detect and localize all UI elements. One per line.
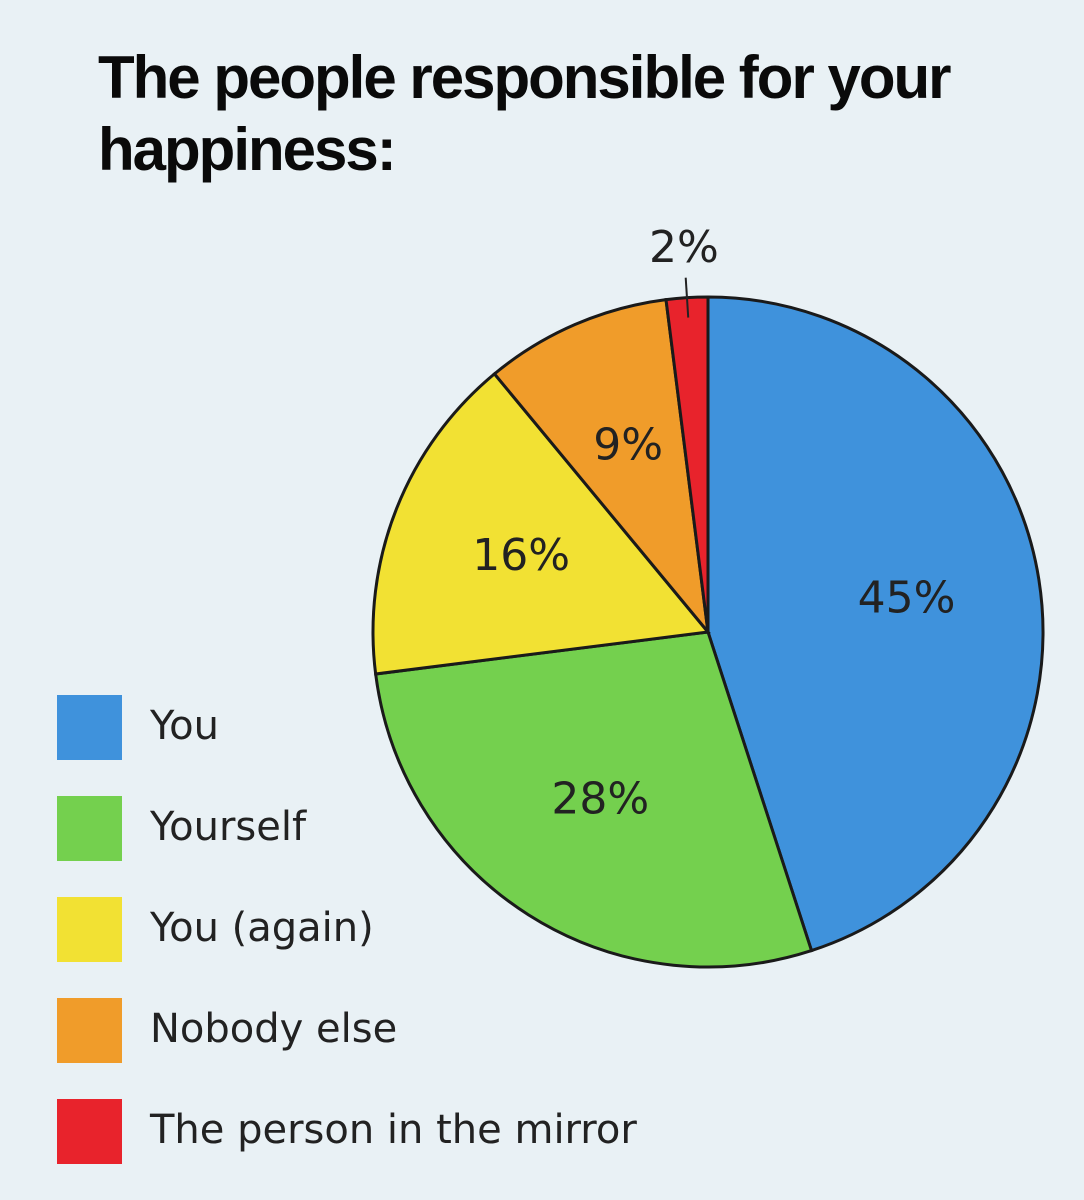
legend-label: Nobody else (150, 1006, 397, 1052)
data-label: 16% (472, 530, 570, 581)
legend-swatch (57, 897, 122, 962)
data-label: 28% (551, 774, 649, 825)
legend-swatch (57, 796, 122, 861)
data-label: 9% (593, 420, 663, 471)
chart-title: The people responsible for your happines… (98, 44, 951, 183)
label-leader (684, 277, 690, 318)
legend-label: The person in the mirror (149, 1107, 637, 1153)
legend-swatch (57, 695, 122, 760)
pie-slice (706, 295, 1045, 953)
pie-slice (492, 297, 711, 637)
legend-swatch (57, 998, 122, 1063)
legend-label: You (again) (149, 905, 374, 951)
data-label: 45% (858, 573, 956, 624)
pie-slice (373, 630, 814, 969)
pie-slice (371, 371, 711, 676)
legend-label: You (149, 703, 219, 749)
data-label: 2% (649, 222, 719, 273)
legend-swatch (57, 1099, 122, 1164)
legend-label: Yourself (149, 804, 307, 850)
